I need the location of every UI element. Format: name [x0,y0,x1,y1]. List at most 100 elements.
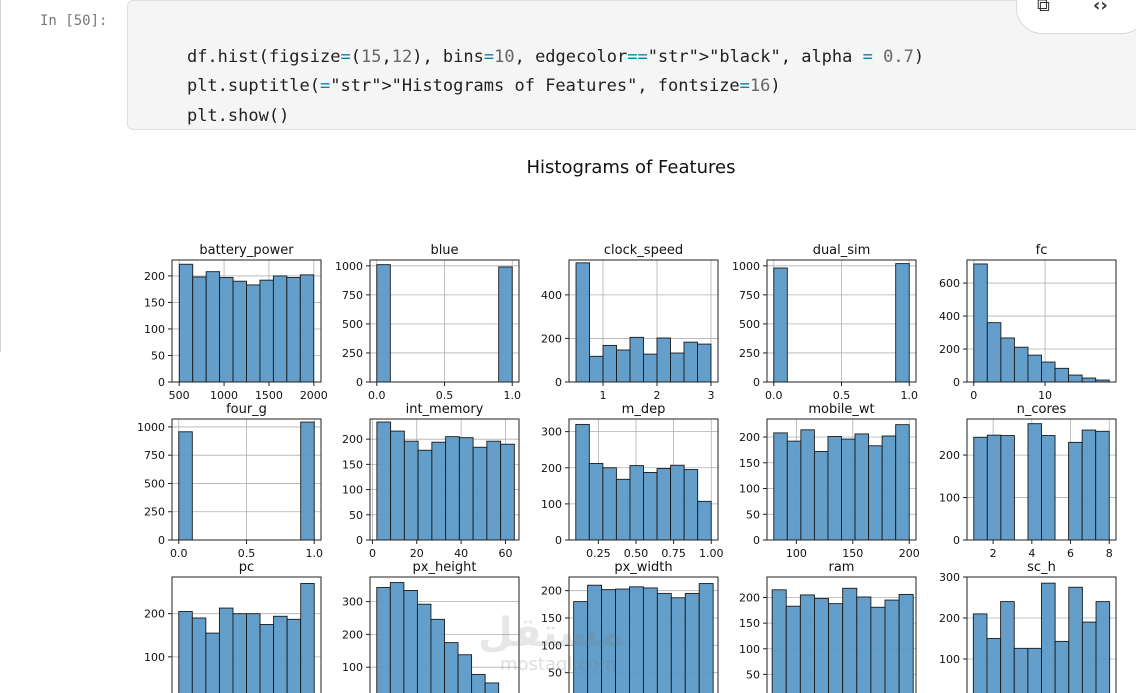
x-tick-label: 200 [899,547,920,560]
y-tick-label: 150 [541,612,562,625]
histogram-bar [1000,601,1015,693]
histogram-bar [870,606,886,693]
y-tick-label: 1000 [137,421,165,434]
histogram-bar [300,583,315,693]
histogram-bar [828,603,844,693]
histogram-bar [191,617,207,693]
histogram-bar [273,615,288,693]
subplot-title: px_width [614,560,672,575]
subplot-title: n_cores [1017,402,1067,417]
x-tick-label: 40 [454,547,468,560]
histogram-bar [1027,354,1042,383]
histogram-bar [472,446,488,541]
histogram-bar [286,277,301,383]
histogram-bar [575,262,590,383]
subplot-battery_power: 0 50 100 150 200 500 1000 1500 2000 battery_power [144,243,328,402]
y-tick-label: 300 [541,426,562,439]
subplot-title: m_dep [622,402,666,417]
x-tick-label: 500 [169,389,190,402]
axes-frame [966,576,1117,693]
y-tick-label: 200 [342,433,363,446]
histogram-bar [1068,586,1083,693]
histogram-bar [895,263,910,383]
histogram-bar [786,440,802,541]
y-tick-label: 150 [342,458,363,471]
histogram-bar [376,264,391,383]
subplot-pc: 100 200 pc [144,560,322,693]
code-line-1[interactable]: df.hist(figsize=(15,12), bins=10, edgeco… [186,47,925,67]
y-tick-label: 300 [939,571,960,584]
x-tick-label: 0.25 [586,547,611,560]
figure-title: Histograms of Features [526,157,736,178]
histogram-bar [615,478,631,541]
histogram-bar [1081,621,1097,693]
x-tick-label: 100 [786,547,807,560]
y-tick-label: 0 [953,376,960,389]
histogram-bar [684,592,700,693]
histogram-bar [895,424,910,541]
y-tick-label: 0 [356,376,363,389]
histogram-bar [856,596,872,693]
histogram-bar [445,436,460,541]
histogram-bar [1068,441,1083,541]
x-tick-label: 8 [1106,547,1113,560]
subplot-mobile_wt: 0 50 100 150 200 100 150 200 mobile_wt [739,402,920,560]
y-tick-label: 750 [342,289,363,302]
histogram-bar [192,276,207,383]
histogram-bar [232,613,247,693]
code-icon[interactable]: ‹› [1093,0,1108,16]
subplot-clock_speed: 0 200 400 1 2 3 clock_speed [541,243,719,402]
axes-frame [766,418,917,541]
x-tick-label: 20 [410,547,424,560]
code-line-2[interactable]: plt.suptitle(="str">"Histograms of Featu… [186,76,781,96]
x-tick-label: 0.75 [661,547,686,560]
link-icon[interactable]: ⧉ [1037,0,1050,16]
subplot-ram: 50 100 150 200 ram [739,560,917,693]
y-tick-label: 50 [349,509,363,522]
y-tick-label: 100 [342,661,363,674]
y-tick-label: 0 [555,534,562,547]
code-line-3[interactable]: plt.show() [186,106,290,126]
histogram-bar [841,438,856,541]
histogram-bar [973,436,988,541]
histogram-bar [471,673,486,693]
histogram-bar [1041,361,1056,383]
y-tick-label: 200 [541,332,562,345]
y-tick-label: 400 [939,310,960,323]
x-tick-label: 1500 [255,389,283,402]
y-tick-label: 200 [939,343,960,356]
y-tick-label: 600 [939,277,960,290]
subplot-title: sc_h [1027,560,1056,575]
y-tick-label: 400 [541,289,562,302]
histogram-bar [1041,435,1056,541]
subplot-title: px_height [413,560,477,575]
y-tick-label: 150 [739,457,760,470]
histogram-bar [697,343,712,383]
code-cell[interactable]: df.hist(figsize=(15,12), bins=10, edgeco… [127,0,1136,130]
histogram-bar [602,467,617,541]
y-tick-label: 250 [342,347,363,360]
subplot-sc_h: 100 200 300 sc_h [939,560,1117,693]
y-tick-label: 200 [144,270,165,283]
y-tick-label: 1000 [732,260,760,273]
histogram-bar [629,465,644,541]
histogram-bar [973,263,988,383]
y-tick-label: 1000 [335,260,363,273]
x-tick-label: 0.0 [368,389,386,402]
subplot-title: pc [239,560,254,575]
x-tick-label: 0 [970,389,977,402]
histogram-bar [986,322,1002,383]
y-tick-label: 100 [541,498,562,511]
histogram-bar [1054,640,1070,693]
histogram-bar [1095,601,1111,693]
histogram-bar [390,430,405,541]
histogram-bar [1027,423,1042,541]
histogram-bar [246,284,261,383]
x-tick-label: 0.0 [170,547,188,560]
axes-frame [171,576,322,693]
histogram-bar [1000,435,1015,541]
histogram-bar [1095,430,1110,541]
histogram-bar [656,468,672,541]
subplot-m_dep: 0 100 200 300 0.25 0.50 0.75 1.00 m_dep [541,402,723,560]
